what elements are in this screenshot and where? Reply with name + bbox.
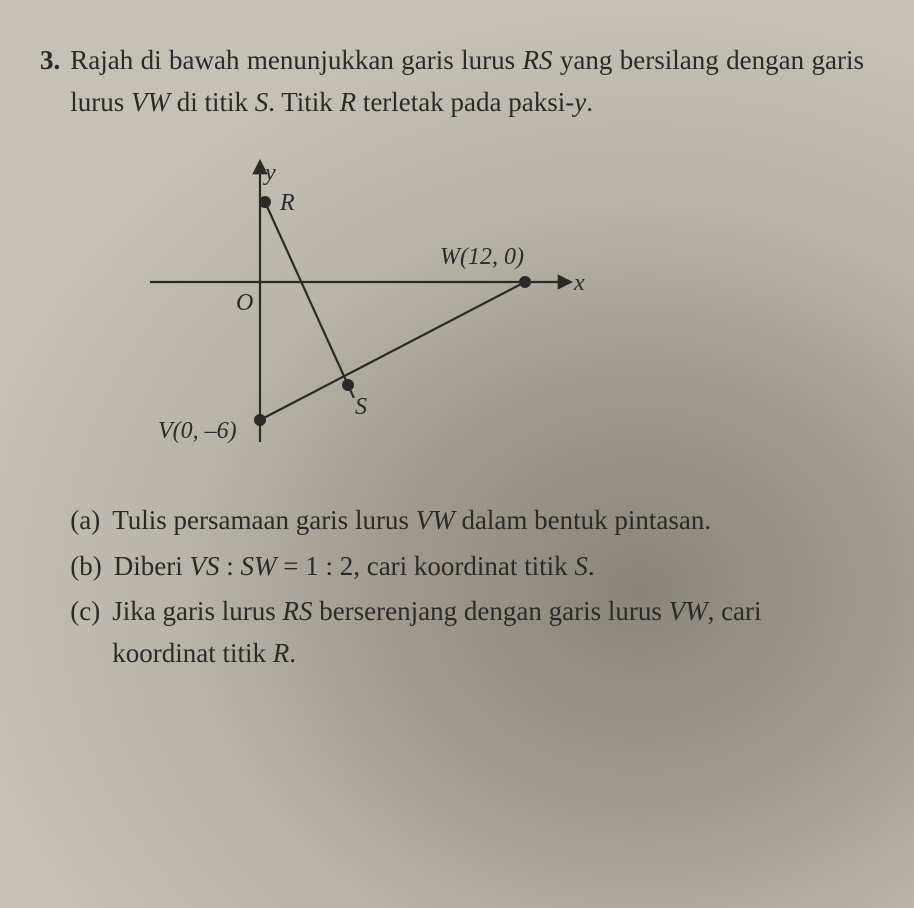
parts-list: (a) Tulis persamaan garis lurus VW dalam… <box>70 500 864 675</box>
qt-5: terletak pada paksi- <box>356 87 574 117</box>
pc-2: berserenjang dengan garis lurus <box>312 596 668 626</box>
qt-y: y <box>574 87 586 117</box>
qt-4: . Titik <box>268 87 339 117</box>
pb-sw: SW <box>240 551 276 581</box>
qt-r: R <box>340 87 357 117</box>
part-b-text: Diberi VS : SW = 1 : 2, cari koordinat t… <box>114 546 864 588</box>
svg-text:x: x <box>573 270 585 296</box>
part-c-text: Jika garis lurus RS berserenjang dengan … <box>112 591 864 675</box>
part-a-text: Tulis persamaan garis lurus VW dalam ben… <box>112 500 864 542</box>
part-c: (c) Jika garis lurus RS berserenjang den… <box>70 591 864 675</box>
pc-r: R <box>273 638 290 668</box>
qt-1: Rajah di bawah menunjukkan garis lurus <box>70 45 522 75</box>
pb-2: . <box>588 551 595 581</box>
pa-vw: VW <box>416 505 455 535</box>
pb-colon: : <box>219 551 240 581</box>
question-block: 3. Rajah di bawah menunjukkan garis luru… <box>40 40 864 679</box>
part-c-label: (c) <box>70 591 100 633</box>
svg-text:y: y <box>263 160 276 186</box>
part-b-label: (b) <box>70 546 101 588</box>
pa-1: Tulis persamaan garis lurus <box>112 505 415 535</box>
part-b: (b) Diberi VS : SW = 1 : 2, cari koordin… <box>70 546 864 588</box>
svg-text:W(12, 0): W(12, 0) <box>440 244 524 270</box>
pb-s: S <box>574 551 588 581</box>
figure: y x O R W(12, 0) S V(0, –6) <box>130 152 864 472</box>
svg-text:O: O <box>236 290 253 316</box>
svg-text:R: R <box>279 190 295 216</box>
question-number: 3. <box>40 40 60 81</box>
part-a-label: (a) <box>70 500 100 542</box>
svg-text:S: S <box>355 394 367 420</box>
qt-s: S <box>255 87 269 117</box>
question-body: Rajah di bawah menunjukkan garis lurus R… <box>70 40 864 679</box>
pc-4: . <box>289 638 296 668</box>
coordinate-diagram: y x O R W(12, 0) S V(0, –6) <box>130 152 610 472</box>
svg-text:V(0, –6): V(0, –6) <box>158 418 237 444</box>
qt-3: di titik <box>170 87 255 117</box>
part-a: (a) Tulis persamaan garis lurus VW dalam… <box>70 500 864 542</box>
qt-vw: VW <box>131 87 170 117</box>
pc-rs: RS <box>282 596 312 626</box>
pc-vw: VW <box>669 596 708 626</box>
question-text: Rajah di bawah menunjukkan garis lurus R… <box>70 40 864 124</box>
qt-rs: RS <box>523 45 553 75</box>
pa-2: dalam bentuk pintasan. <box>455 505 711 535</box>
pb-eq: = 1 : 2, cari koordinat titik <box>276 551 574 581</box>
pb-vs: VS <box>189 551 219 581</box>
page: 3. Rajah di bawah menunjukkan garis luru… <box>0 0 914 908</box>
pb-1: Diberi <box>114 551 190 581</box>
pc-1: Jika garis lurus <box>112 596 282 626</box>
qt-period: . <box>586 87 593 117</box>
